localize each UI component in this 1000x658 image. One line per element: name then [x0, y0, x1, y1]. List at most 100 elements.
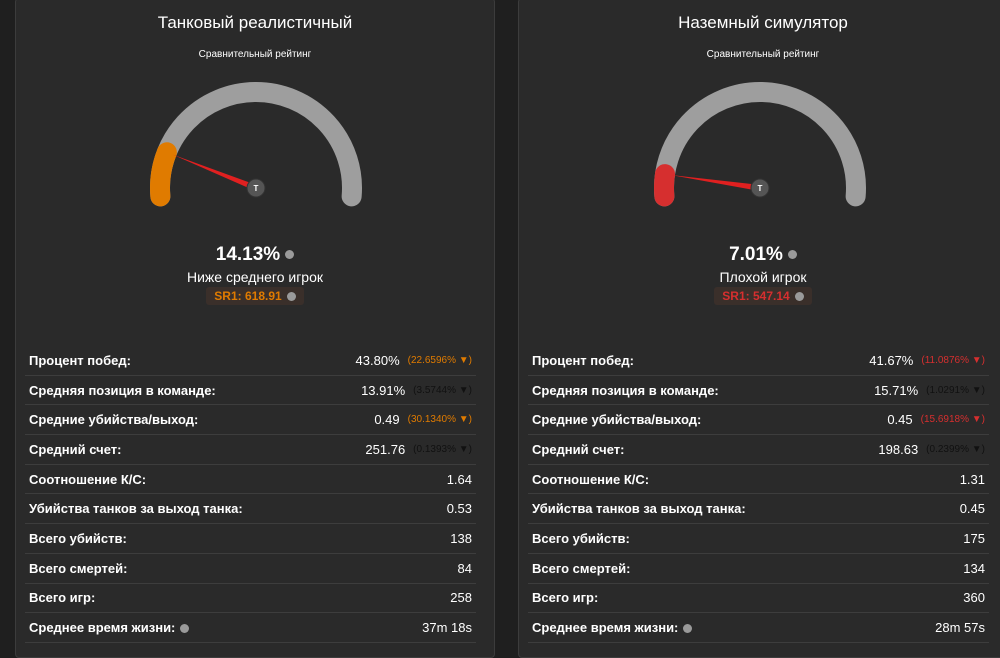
gauge-track	[654, 82, 866, 207]
stat-label-cell: Соотношение К/С:	[532, 472, 960, 487]
stat-row: Среднее время жизни: 28m 57s	[528, 613, 989, 643]
stat-value: 28m 57s	[935, 620, 985, 636]
stat-label: Процент побед:	[532, 352, 634, 368]
stat-value: 13.91%	[361, 382, 406, 398]
panel: Наземный симулятор Сравнительный рейтинг T…	[518, 0, 1000, 658]
stat-change: (1.0291% ▼)	[926, 384, 985, 396]
sr-value: SR1: 618.91	[214, 289, 282, 303]
subtitle: Сравнительный рейтинг	[198, 49, 312, 60]
stat-label-cell: Всего игр:	[532, 590, 963, 605]
sr-wrap: SR1: 618.91	[16, 287, 494, 305]
stat-row: Убийства танков за выход танка: 0.45	[528, 494, 989, 525]
stat-label-cell: Средний счет:	[29, 442, 365, 457]
stat-value: 37m 18s	[422, 620, 472, 636]
info-icon	[286, 292, 296, 302]
stat-label-cell: Убийства танков за выход танка:	[532, 501, 960, 516]
stat-row: Средняя позиция в команде: 13.91% (3.5744%…	[25, 376, 476, 406]
stat-value: 251.76	[365, 441, 406, 457]
stat-label-cell: Средняя позиция в команде:	[29, 383, 361, 398]
stat-change: (0.2399% ▼)	[926, 443, 985, 455]
stat-change: (22.6596% ▼)	[407, 354, 472, 366]
stat-value: 0.45	[959, 501, 985, 517]
gauge-fill	[654, 164, 676, 207]
gauge-fill	[150, 142, 177, 207]
stat-row: Процент побед: 41.67% (11.0876% ▼)	[528, 346, 989, 376]
verdict: Плохой игрок	[719, 269, 807, 285]
stat-change: (3.5744% ▼)	[413, 384, 472, 396]
stat-label: Всего убийств:	[532, 530, 630, 546]
stat-label-cell: Всего смертей:	[29, 561, 458, 576]
stat-value: 0.45	[887, 412, 913, 428]
stat-label: Всего игр:	[29, 590, 96, 606]
stat-row: Средний счет: 198.63 (0.2399% ▼)	[528, 435, 989, 465]
stat-label: Всего смертей:	[29, 560, 128, 576]
needle-label: T	[758, 184, 763, 193]
stat-change: (11.0876% ▼)	[921, 354, 985, 366]
stat-label: Всего убийств:	[29, 530, 127, 546]
gauge-needle	[670, 174, 761, 191]
stat-label: Среднее время жизни:	[29, 620, 176, 636]
stat-label: Средний счет:	[532, 441, 625, 457]
gauge: T	[150, 82, 362, 207]
stat-value: 360	[963, 590, 985, 606]
stat-value: 43.80%	[355, 352, 400, 368]
stat-value: 1.31	[959, 471, 985, 487]
needle-hub	[750, 178, 770, 198]
stat-change: (0.1393% ▼)	[413, 443, 472, 455]
stat-row: Соотношение К/С: 1.31	[528, 465, 989, 495]
stat-row: Средняя позиция в команде: 15.71% (1.0291%…	[528, 376, 989, 406]
stat-change: (30.1340% ▼)	[407, 414, 472, 426]
stat-change: (15.6918% ▼)	[920, 414, 985, 426]
stat-row: Соотношение К/С: 1.64	[25, 465, 476, 495]
stat-row: Убийства танков за выход танка: 0.53	[25, 494, 476, 525]
stats-table: Процент побед: 41.67% (11.0876% ▼) Средняя …	[528, 346, 989, 643]
needle-hub	[246, 178, 266, 198]
stat-value: 0.49	[374, 412, 400, 428]
stat-label-cell: Средний счет:	[532, 442, 878, 457]
verdict: Ниже среднего игрок	[186, 269, 324, 285]
stat-label: Убийства танков за выход танка:	[532, 501, 746, 517]
sr-wrap: SR1: 547.14	[519, 287, 1000, 305]
stat-label: Средние убийства/выход:	[29, 412, 199, 428]
stat-value: 138	[450, 530, 472, 546]
stat-label: Среднее время жизни:	[532, 620, 679, 636]
stat-row: Всего игр: 258	[25, 584, 476, 614]
stat-row: Всего смертей: 134	[528, 554, 989, 584]
stat-label-cell: Средние убийства/выход:	[532, 412, 887, 427]
stat-label-cell: Средние убийства/выход:	[29, 412, 374, 427]
panel: Танковый реалистичный Сравнительный рейти…	[15, 0, 495, 658]
stat-value: 15.71%	[874, 382, 919, 398]
stat-label: Всего смертей:	[532, 560, 631, 576]
stat-row: Процент побед: 43.80% (22.6596% ▼)	[25, 346, 476, 376]
stat-value: 175	[963, 530, 985, 546]
rating-value: 14.13%	[215, 244, 281, 265]
stat-label: Средний счет:	[29, 441, 122, 457]
stat-value: 1.64	[446, 471, 472, 487]
panel-title: Наземный симулятор	[678, 13, 848, 32]
stat-label: Средняя позиция в команде:	[532, 382, 719, 398]
stat-row: Всего убийств: 175	[528, 524, 989, 554]
stat-label-cell: Всего убийств:	[29, 531, 450, 546]
stat-value: 41.67%	[869, 352, 914, 368]
info-icon	[285, 250, 295, 260]
gauge: T	[654, 82, 866, 207]
rating-percent: 7.01%	[519, 244, 1000, 266]
info-icon	[683, 624, 693, 634]
stat-label: Процент побед:	[29, 352, 131, 368]
stat-value: 84	[457, 560, 472, 576]
stat-value: 134	[963, 560, 985, 576]
info-icon	[787, 250, 797, 260]
stat-label-cell: Всего убийств:	[532, 531, 963, 546]
stat-label-cell: Процент побед:	[532, 353, 869, 368]
stat-label: Соотношение К/С:	[532, 471, 650, 487]
info-icon	[180, 624, 190, 634]
stat-row: Средние убийства/выход: 0.49 (30.1340% ▼)	[25, 405, 476, 436]
info-icon	[794, 292, 804, 302]
stat-label-cell: Среднее время жизни:	[29, 620, 422, 635]
stats-table: Процент побед: 43.80% (22.6596% ▼) Средняя …	[25, 346, 476, 643]
stat-row: Всего смертей: 84	[25, 554, 476, 584]
stat-row: Среднее время жизни: 37m 18s	[25, 613, 476, 643]
sr-badge: SR1: 547.14	[714, 287, 812, 305]
stat-value: 0.53	[446, 501, 472, 517]
